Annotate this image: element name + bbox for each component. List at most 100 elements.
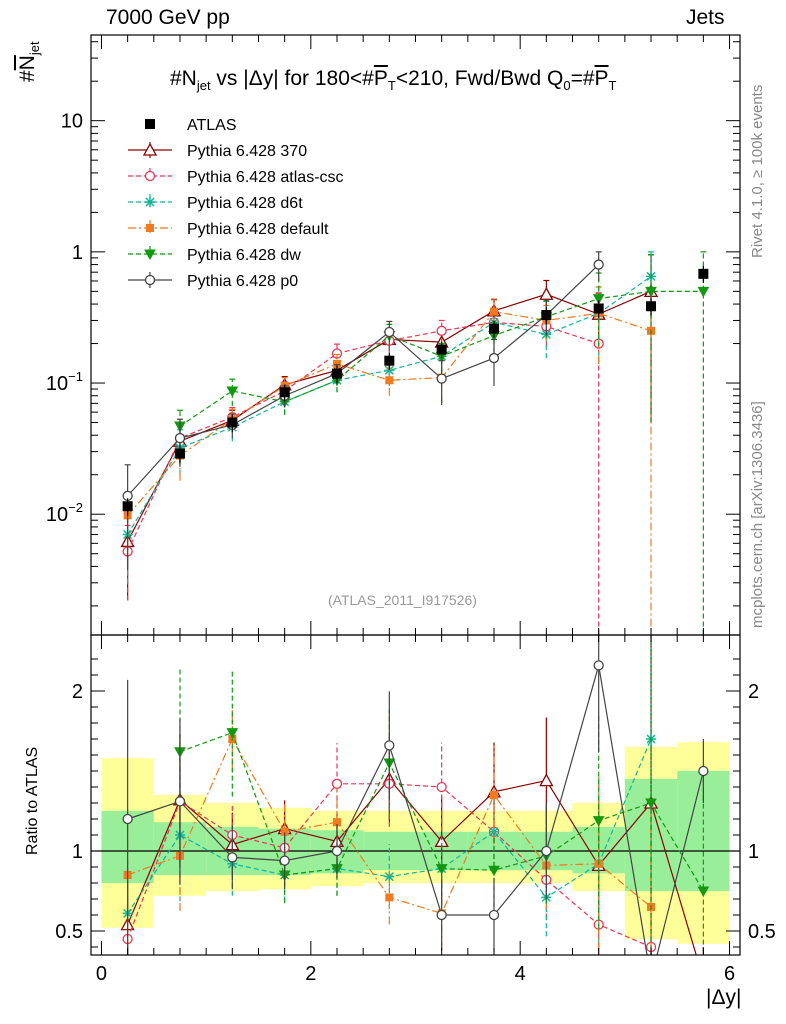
legend-marker <box>146 224 154 232</box>
series-point <box>384 326 395 338</box>
series-point <box>436 325 447 336</box>
ratio-point <box>436 781 447 793</box>
atlas-data-point <box>384 355 395 366</box>
legend-entry: Pythia 6.428 atlas-csc <box>187 169 344 186</box>
series-point <box>592 294 605 305</box>
title-text-2: vs |Δy| for 180<# <box>210 67 374 90</box>
ratio-point <box>174 796 186 807</box>
atlas-data-point <box>122 501 133 512</box>
x-tick-label: 4 <box>515 963 526 985</box>
series-point <box>174 433 186 444</box>
series-point <box>593 259 604 270</box>
legend-marker <box>145 119 155 129</box>
ratio-point <box>385 893 394 902</box>
atlas-data-point <box>436 344 447 355</box>
legend-marker <box>142 142 158 156</box>
main-y-tick-label: 10−2 <box>46 500 83 526</box>
legend-marker <box>145 197 155 207</box>
main-y-tick-label: 1 <box>72 242 83 264</box>
ratio-point <box>592 816 605 827</box>
ratio-point <box>488 909 500 921</box>
x-tick-label: 6 <box>724 963 735 985</box>
legend-entry: Pythia 6.428 370 <box>187 143 307 160</box>
series-line <box>127 321 599 552</box>
series-point <box>645 286 657 298</box>
main-y-tick-exponent: −1 <box>68 369 83 384</box>
ratio-point <box>331 778 343 789</box>
ratio-point <box>697 886 710 898</box>
ratio-point <box>279 855 290 866</box>
ratio-point <box>436 909 447 921</box>
title-overline-4: P <box>594 67 609 90</box>
y-axis-label-main: #Njet <box>16 41 42 82</box>
atlas-data-point <box>331 368 342 379</box>
mcplots-note: mcplots.cern.ch [arXiv:1306.3436] <box>749 401 766 628</box>
ratio-point <box>698 765 709 777</box>
atlas-data-point <box>227 417 238 428</box>
ratio-point <box>384 871 395 882</box>
x-tick-label: 2 <box>305 963 316 985</box>
ratio-point <box>539 773 554 787</box>
title-sub-2: T <box>387 78 396 94</box>
ratio-y-tick-label-right: 0.5 <box>748 921 776 943</box>
ratio-point <box>593 660 604 671</box>
legend-entry: Pythia 6.428 p0 <box>187 273 298 290</box>
ratio-point <box>332 818 341 827</box>
ratio-point <box>280 827 289 836</box>
ratio-point <box>697 973 709 984</box>
legend-entry: Pythia 6.428 default <box>187 221 329 238</box>
main-y-tick-exponent: −2 <box>68 500 83 515</box>
ratio-y-tick-label: 2 <box>72 681 83 703</box>
ratio-point <box>435 864 448 875</box>
series-point <box>488 352 500 364</box>
rivet-note: Rivet 4.1.0, ≥ 100k events <box>749 84 766 258</box>
series-point <box>385 376 394 385</box>
series-point <box>332 359 341 368</box>
series-line <box>127 275 652 535</box>
atlas-data-point <box>646 301 657 312</box>
atlas-data-point <box>593 303 604 314</box>
main-y-tick-label: 10 <box>61 111 83 133</box>
ratio-point <box>488 865 500 877</box>
atlas-data-point <box>489 323 500 334</box>
title-overline-2: P <box>373 67 388 90</box>
title-text-4: =# <box>570 67 595 90</box>
ratio-point <box>226 728 239 739</box>
atlas-data-point <box>698 268 709 279</box>
ratio-series-line <box>127 783 652 948</box>
ratio-point <box>647 975 656 984</box>
atlas-data-point <box>174 448 185 459</box>
ratio-point <box>331 845 343 857</box>
legend-entry: ATLAS <box>187 117 237 134</box>
ratio-point <box>227 852 238 863</box>
main-panel-content <box>120 251 710 635</box>
ratio-point <box>122 813 133 825</box>
ratio-y-tick-label: 0.5 <box>55 921 83 943</box>
legend-marker <box>144 170 156 182</box>
ratio-point <box>541 845 552 857</box>
x-tick-label: 0 <box>96 963 107 985</box>
series-line <box>127 264 600 497</box>
header-energy: 7000 GeV pp <box>106 6 230 29</box>
ratio-y-tick-label: 1 <box>72 841 83 863</box>
atlas-data-point <box>541 310 552 321</box>
legend-entry: Pythia 6.428 d6t <box>187 195 303 212</box>
title-sub-3: 0 <box>563 78 571 94</box>
ratio-point <box>645 798 657 810</box>
ratio-panel-content <box>91 635 740 984</box>
ratio-y-tick-label-right: 2 <box>748 681 759 703</box>
ratio-point <box>384 740 395 751</box>
legend-marker <box>144 274 156 286</box>
ratio-y-tick-label-right: 1 <box>748 841 759 863</box>
ratio-series-line <box>127 665 704 955</box>
header-jets: Jets <box>686 6 725 29</box>
title-sub-1: jet <box>196 78 211 94</box>
ylabel-hash: # <box>16 70 39 82</box>
legend-entry: Pythia 6.428 dw <box>187 247 301 264</box>
atlas-data-point <box>279 387 290 398</box>
series-point <box>539 286 554 300</box>
series-point <box>697 286 710 298</box>
ratio-series-line <box>127 778 697 955</box>
x-axis-label: |Δy| <box>706 986 742 1009</box>
